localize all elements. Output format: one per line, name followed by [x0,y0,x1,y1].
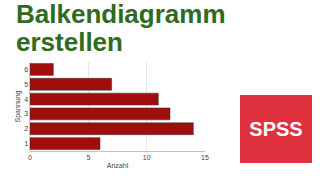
html-text:SPSS: SPSS [249,117,303,140]
svg-text:4: 4 [24,96,28,103]
svg-text:5: 5 [86,154,90,161]
svg-text:0: 0 [28,154,32,161]
svg-text:10: 10 [143,154,151,161]
svg-text:15: 15 [201,154,209,161]
svg-text:6: 6 [24,66,28,73]
svg-text:2: 2 [24,125,28,132]
svg-text:Spannung: Spannung [14,90,22,122]
svg-text:1: 1 [24,140,28,147]
svg-text:5: 5 [24,81,28,88]
svg-text:3: 3 [24,110,28,117]
svg-text:Anzahl: Anzahl [107,162,129,169]
html-text:Balkendiagramm erstellen: Balkendiagramm erstellen [16,0,226,57]
